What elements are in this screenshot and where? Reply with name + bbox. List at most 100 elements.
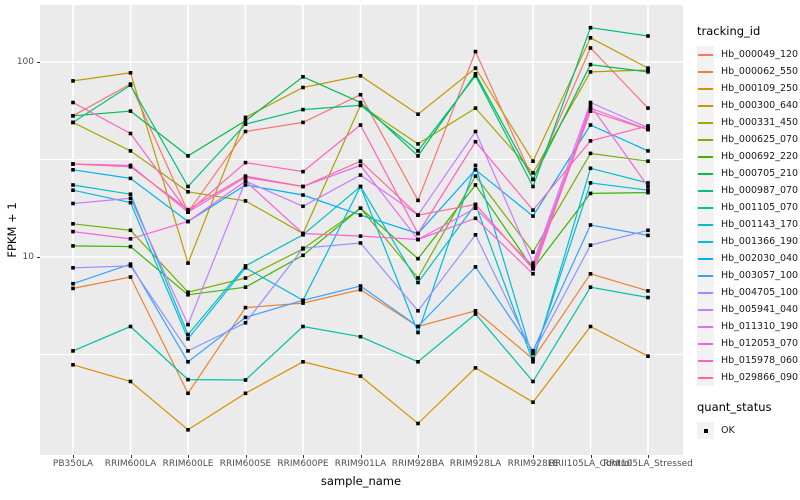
legend-key-line bbox=[698, 172, 713, 175]
data-point-marker bbox=[243, 378, 248, 382]
data-point-marker bbox=[588, 109, 593, 113]
legend-entry: Hb_015978_060 bbox=[697, 352, 798, 369]
x-tick-mark bbox=[360, 455, 362, 458]
legend-entry-label: Hb_000625_070 bbox=[721, 134, 799, 145]
data-point-marker bbox=[243, 118, 248, 123]
data-point-marker bbox=[243, 264, 248, 268]
legend-entry: Hb_029866_090 bbox=[697, 369, 798, 386]
data-point-marker bbox=[473, 216, 478, 221]
data-point-marker bbox=[243, 174, 248, 178]
data-point-marker bbox=[128, 264, 133, 268]
data-point-marker bbox=[588, 272, 593, 276]
data-point-marker bbox=[416, 149, 420, 153]
data-point-marker bbox=[646, 127, 650, 132]
data-point-marker bbox=[243, 305, 248, 310]
data-point-marker bbox=[588, 100, 593, 105]
x-tick-mark bbox=[590, 455, 592, 458]
data-point-marker bbox=[416, 330, 420, 335]
data-point-marker bbox=[358, 92, 363, 97]
legend-entry-label: Hb_000705_210 bbox=[721, 168, 799, 179]
x-tick-mark bbox=[245, 455, 247, 458]
data-point-marker bbox=[186, 184, 190, 189]
data-point-marker bbox=[301, 85, 305, 90]
data-point-marker bbox=[128, 324, 133, 329]
legend-key-line bbox=[698, 70, 713, 73]
data-point-marker bbox=[243, 321, 248, 325]
legend-key-box bbox=[697, 284, 714, 301]
legend-key-box bbox=[697, 148, 714, 165]
data-point-marker bbox=[646, 289, 650, 293]
data-point-marker bbox=[646, 70, 650, 74]
data-point-marker bbox=[301, 169, 305, 174]
data-point-marker bbox=[358, 206, 363, 210]
legend-entry-label: Hb_005941_040 bbox=[721, 304, 799, 315]
data-point-marker bbox=[358, 103, 363, 108]
data-point-marker bbox=[646, 188, 650, 192]
data-point-marker bbox=[301, 184, 305, 189]
legend-key-line bbox=[698, 87, 713, 90]
data-point-marker bbox=[128, 244, 133, 249]
data-point-marker bbox=[128, 176, 133, 181]
data-point-marker bbox=[71, 222, 75, 226]
data-point-marker bbox=[186, 219, 190, 224]
data-point-marker bbox=[71, 100, 75, 105]
data-point-marker bbox=[531, 351, 535, 356]
legend-key-box bbox=[697, 46, 714, 63]
data-point-marker bbox=[71, 244, 75, 248]
data-point-marker bbox=[128, 379, 133, 384]
data-point-marker bbox=[128, 192, 133, 196]
data-point-marker bbox=[186, 207, 190, 212]
data-point-marker bbox=[588, 243, 593, 247]
data-point-marker bbox=[473, 49, 478, 54]
data-point-marker bbox=[588, 191, 593, 196]
data-point-marker bbox=[646, 34, 650, 38]
data-point-marker bbox=[588, 181, 593, 185]
data-point-marker bbox=[71, 286, 75, 291]
legend-entry-label: Hb_000300_640 bbox=[721, 100, 799, 111]
data-point-marker bbox=[301, 204, 305, 209]
data-point-marker bbox=[358, 374, 363, 378]
x-tick-label: RRIM901LA bbox=[334, 459, 387, 469]
x-axis-title: sample_name bbox=[320, 474, 402, 488]
data-point-marker bbox=[473, 265, 478, 269]
y-axis-title: FPKM + 1 bbox=[5, 202, 19, 258]
data-point-marker bbox=[473, 168, 478, 172]
legend-key-line bbox=[698, 53, 713, 56]
data-point-marker bbox=[531, 184, 535, 189]
data-point-marker bbox=[646, 106, 650, 110]
legend-key-line bbox=[698, 291, 713, 294]
data-point-marker bbox=[71, 183, 75, 187]
data-point-marker bbox=[71, 120, 75, 125]
data-point-marker bbox=[473, 233, 478, 237]
data-point-marker bbox=[71, 349, 75, 353]
data-point-marker bbox=[416, 421, 420, 426]
data-point-marker bbox=[588, 324, 593, 329]
quant-legend-title: quant_status bbox=[697, 400, 772, 414]
data-point-marker bbox=[128, 131, 133, 136]
data-point-marker bbox=[531, 272, 535, 276]
data-point-marker bbox=[186, 190, 190, 194]
data-point-marker bbox=[473, 309, 478, 313]
x-tick-mark bbox=[130, 455, 132, 458]
x-tick-label: RRII105LA_Stressed bbox=[603, 459, 693, 469]
y-tick-label: 10 bbox=[22, 251, 34, 262]
data-point-marker bbox=[473, 366, 478, 370]
legend-entry: Hb_003057_100 bbox=[697, 267, 798, 284]
data-point-marker bbox=[531, 264, 535, 268]
legend-entry-label: Hb_003057_100 bbox=[721, 270, 799, 281]
data-point-marker bbox=[128, 165, 133, 169]
data-point-marker bbox=[588, 25, 593, 30]
legend-entry-label: Hb_002030_040 bbox=[721, 253, 799, 264]
data-point-marker bbox=[301, 246, 305, 250]
data-point-marker bbox=[588, 139, 593, 143]
legend-key-line bbox=[698, 257, 713, 260]
legend-entry: Hb_001366_190 bbox=[697, 233, 798, 250]
legend-entry-label: Hb_000049_120 bbox=[721, 49, 799, 60]
data-point-marker bbox=[531, 267, 535, 271]
data-point-marker bbox=[531, 261, 535, 265]
data-point-marker bbox=[473, 72, 478, 76]
data-point-marker bbox=[416, 256, 420, 261]
data-point-marker bbox=[186, 360, 190, 364]
data-point-marker bbox=[416, 198, 420, 203]
data-point-marker bbox=[71, 201, 75, 206]
